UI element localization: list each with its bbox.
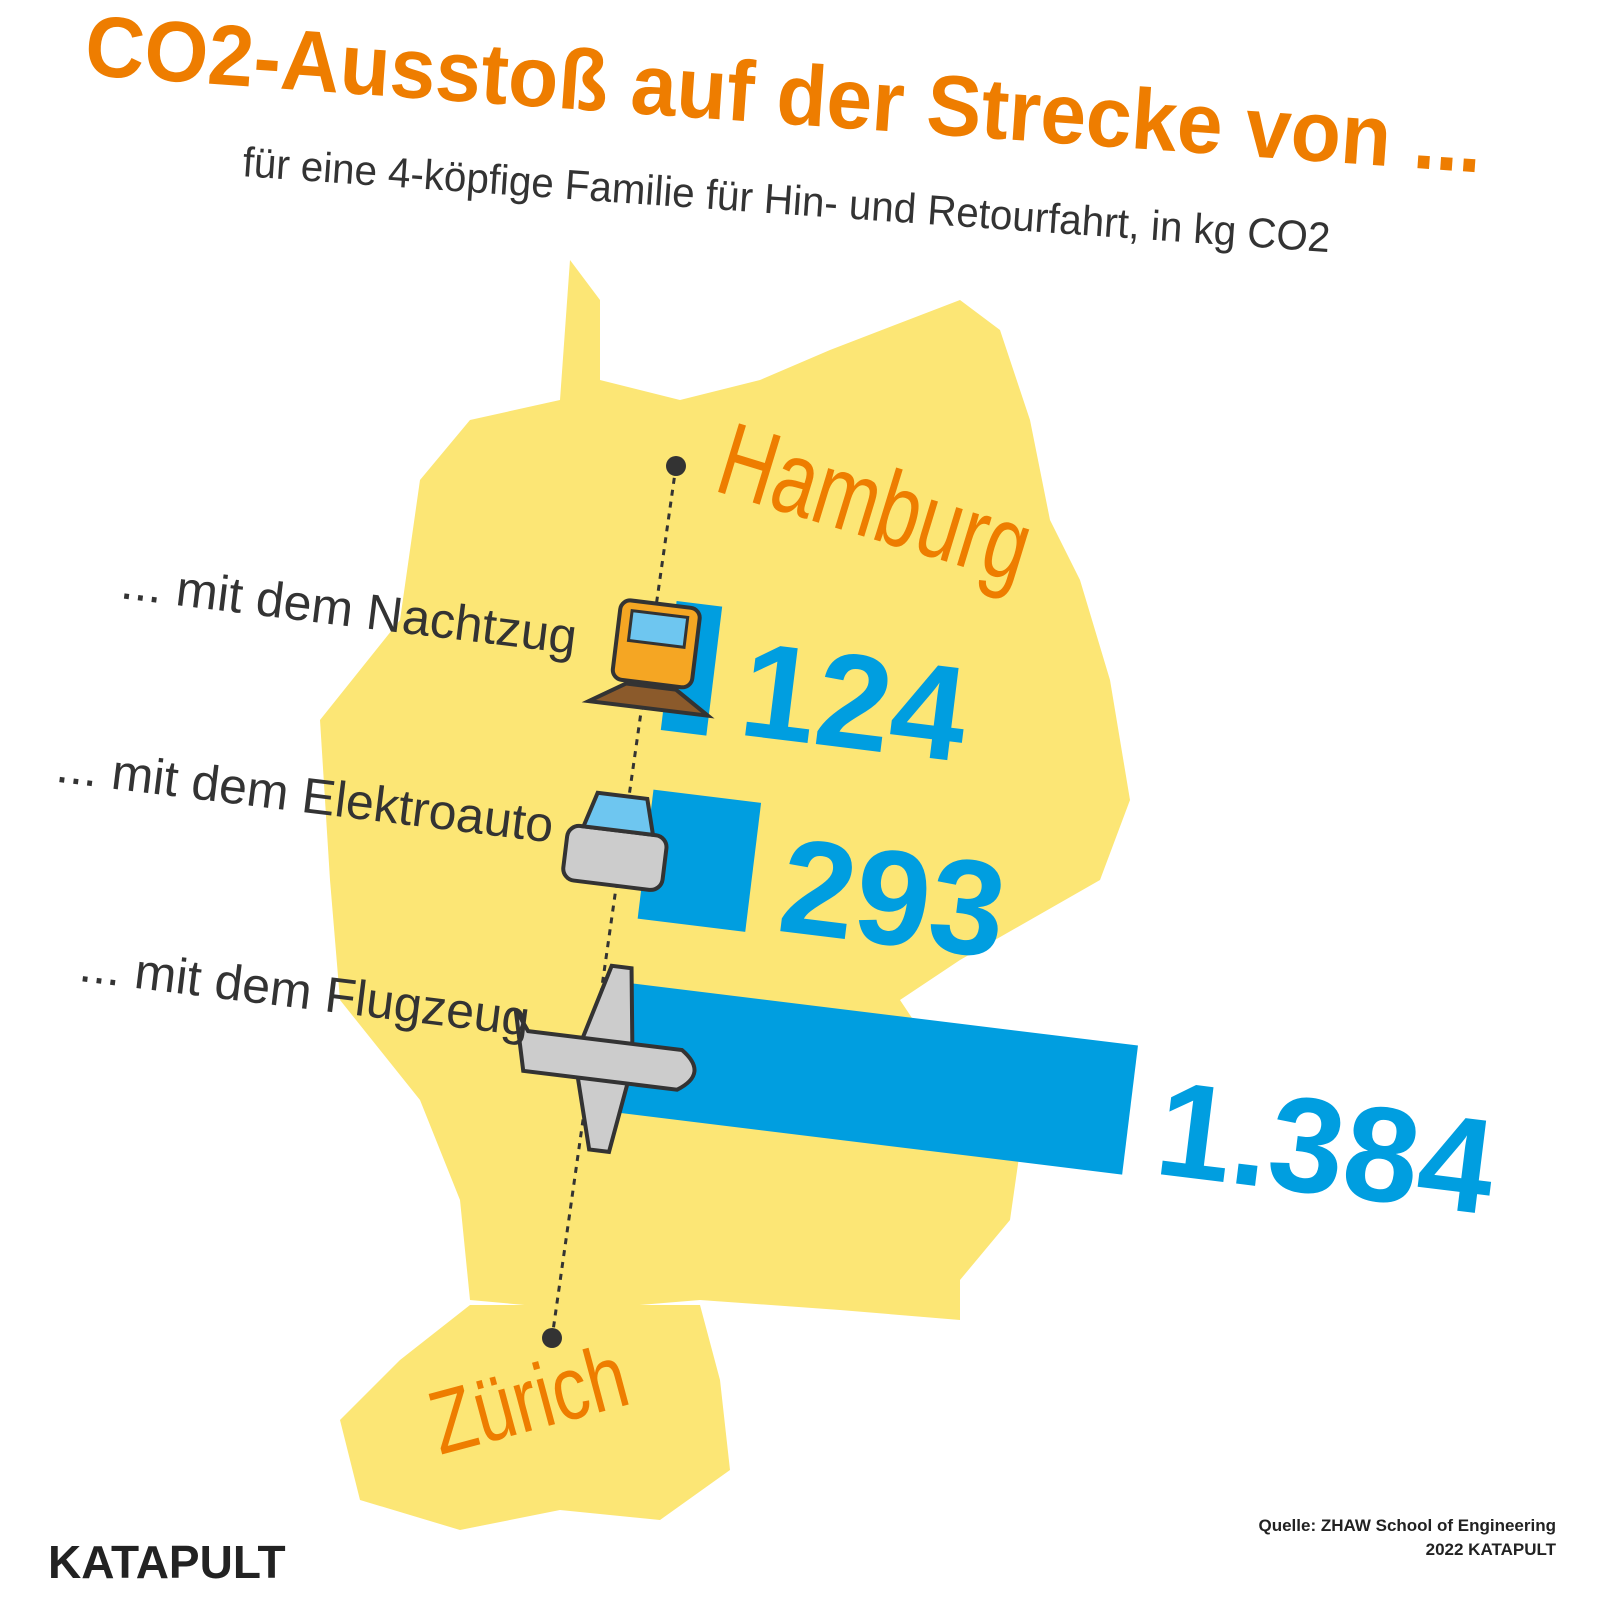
route-dot <box>542 1328 562 1348</box>
value-label: 293 <box>772 809 1014 986</box>
value-label: 124 <box>733 613 975 790</box>
icon-train-window <box>626 608 690 649</box>
icon-train-track <box>581 681 715 719</box>
value-label: 1.384 <box>1149 1052 1503 1243</box>
logo: KATAPULT <box>48 1536 286 1588</box>
header: CO2-Ausstoß auf der Strecke von ... für … <box>82 0 1485 261</box>
icon-car-roof <box>580 790 656 838</box>
icon-plane <box>513 963 697 1155</box>
bar <box>637 789 762 932</box>
map-switzerland <box>340 1305 730 1530</box>
source: Quelle: ZHAW School of Engineering <box>1258 1516 1556 1535</box>
bar <box>613 983 1138 1175</box>
route-dot <box>666 456 686 476</box>
copyright: 2022 KATAPULT <box>1426 1540 1557 1559</box>
